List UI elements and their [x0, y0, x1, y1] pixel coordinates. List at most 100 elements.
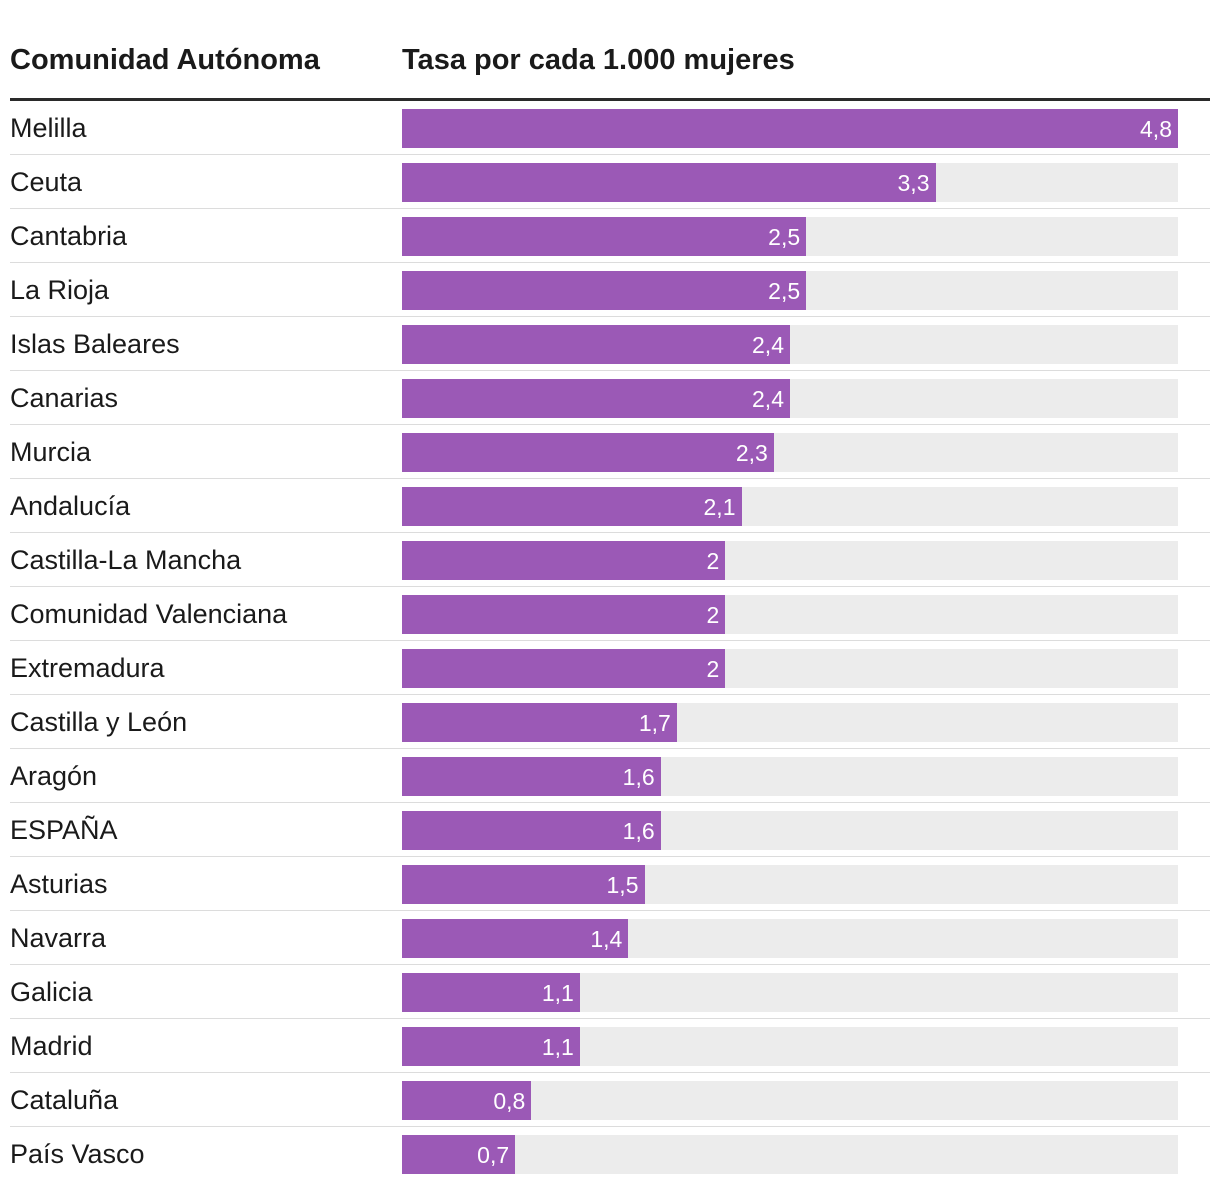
table-row: Murcia 2,3 — [10, 425, 1210, 479]
bar: 4,8 — [402, 109, 1178, 148]
row-label: País Vasco — [10, 1139, 145, 1169]
data-label: 2 — [706, 548, 720, 574]
bar: 1,1 — [402, 973, 580, 1012]
row-label: Extremadura — [10, 653, 165, 683]
bar: 2,3 — [402, 433, 774, 472]
bar-track: 1,6 — [402, 811, 1178, 850]
bar: 1,1 — [402, 1027, 580, 1066]
row-label: Canarias — [10, 383, 119, 413]
table-row: Islas Baleares 2,4 — [10, 317, 1210, 371]
data-label: 1,1 — [541, 980, 574, 1006]
data-label: 2 — [706, 656, 720, 682]
data-label: 1,7 — [638, 710, 671, 736]
table-row: Aragón 1,6 — [10, 749, 1210, 803]
bar-track: 1,7 — [402, 703, 1178, 742]
row-label: Asturias — [10, 869, 108, 899]
data-label: 2,1 — [703, 494, 736, 520]
data-label: 3,3 — [897, 170, 930, 196]
table-row: Asturias 1,5 — [10, 857, 1210, 911]
data-label: 1,5 — [606, 872, 639, 898]
bar: 2,1 — [402, 487, 742, 526]
bar-track: 1,1 — [402, 973, 1178, 1012]
row-label: Andalucía — [10, 491, 131, 521]
data-label: 1,6 — [622, 818, 655, 844]
bar-track: 3,3 — [402, 163, 1178, 202]
bar-track: 2,1 — [402, 487, 1178, 526]
table-row: Cataluña 0,8 — [10, 1073, 1210, 1127]
bar-track: 1,6 — [402, 757, 1178, 796]
row-label: Cantabria — [10, 221, 128, 251]
bar: 1,5 — [402, 865, 645, 904]
column-header-name[interactable]: Comunidad Autónoma — [10, 44, 320, 76]
table-row: Navarra 1,4 — [10, 911, 1210, 965]
table-header: Comunidad Autónoma Tasa por cada 1.000 m… — [10, 0, 1210, 101]
data-label: 1,4 — [590, 926, 623, 952]
bar: 2,4 — [402, 379, 790, 418]
bar: 1,6 — [402, 811, 661, 850]
row-label: ESPAÑA — [10, 815, 118, 845]
bar-table: Comunidad Autónoma Tasa por cada 1.000 m… — [10, 0, 1210, 1180]
bar-track: 2 — [402, 649, 1178, 688]
bar: 2 — [402, 595, 726, 634]
table-row: Castilla-La Mancha 2 — [10, 533, 1210, 587]
table-row: ESPAÑA 1,6 — [10, 803, 1210, 857]
table-body: Melilla 4,8 Ceuta 3,3 Cantabria 2,5 La Rioja 2,… — [10, 101, 1210, 1180]
row-label: Murcia — [10, 437, 92, 467]
bar: 0,8 — [402, 1081, 532, 1120]
bar-track: 2 — [402, 541, 1178, 580]
bar-track: 1,1 — [402, 1027, 1178, 1066]
data-label: 2,5 — [768, 278, 801, 304]
data-label: 2,5 — [768, 224, 801, 250]
table-row: Castilla y León 1,7 — [10, 695, 1210, 749]
bar: 1,4 — [402, 919, 629, 958]
bar-track: 2,3 — [402, 433, 1178, 472]
bar-track: 0,8 — [402, 1081, 1178, 1120]
row-label: La Rioja — [10, 275, 110, 305]
bar-track: 1,4 — [402, 919, 1178, 958]
bar: 2 — [402, 649, 726, 688]
row-label: Islas Baleares — [10, 329, 180, 359]
row-label: Aragón — [10, 761, 98, 791]
data-label: 2 — [706, 602, 720, 628]
bar-track: 2,5 — [402, 217, 1178, 256]
row-label: Castilla-La Mancha — [10, 545, 242, 575]
bar: 3,3 — [402, 163, 936, 202]
bar: 2,5 — [402, 271, 807, 310]
bar: 0,7 — [402, 1135, 516, 1174]
data-label: 0,7 — [477, 1142, 510, 1168]
bar-track: 2,5 — [402, 271, 1178, 310]
row-label: Melilla — [10, 113, 87, 143]
data-label: 1,6 — [622, 764, 655, 790]
row-label: Cataluña — [10, 1085, 119, 1115]
row-label: Madrid — [10, 1031, 93, 1061]
table-row: Canarias 2,4 — [10, 371, 1210, 425]
table-row: Cantabria 2,5 — [10, 209, 1210, 263]
bar: 1,7 — [402, 703, 677, 742]
table-row: Galicia 1,1 — [10, 965, 1210, 1019]
table-row: Comunidad Valenciana 2 — [10, 587, 1210, 641]
bar: 2,5 — [402, 217, 807, 256]
bar: 2 — [402, 541, 726, 580]
data-label: 4,8 — [1140, 116, 1172, 142]
row-label: Castilla y León — [10, 707, 188, 737]
row-label: Comunidad Valenciana — [10, 599, 288, 629]
bar: 1,6 — [402, 757, 661, 796]
row-label: Navarra — [10, 923, 107, 953]
table-row: La Rioja 2,5 — [10, 263, 1210, 317]
table-row: Extremadura 2 — [10, 641, 1210, 695]
bar-track: 2,4 — [402, 325, 1178, 364]
data-label: 2,3 — [735, 440, 768, 466]
table-row: Ceuta 3,3 — [10, 155, 1210, 209]
bar-track: 4,8 — [402, 109, 1178, 148]
bar-track: 1,5 — [402, 865, 1178, 904]
table-row: Melilla 4,8 — [10, 101, 1210, 155]
bar-track: 2 — [402, 595, 1178, 634]
data-label: 2,4 — [752, 332, 784, 358]
bar: 2,4 — [402, 325, 790, 364]
table-row: País Vasco 0,7 — [10, 1127, 1210, 1180]
column-header-value[interactable]: Tasa por cada 1.000 mujeres — [402, 44, 795, 76]
bar-track: 0,7 — [402, 1135, 1178, 1174]
data-label: 0,8 — [493, 1088, 526, 1114]
row-label: Ceuta — [10, 167, 83, 197]
data-label: 2,4 — [752, 386, 784, 412]
